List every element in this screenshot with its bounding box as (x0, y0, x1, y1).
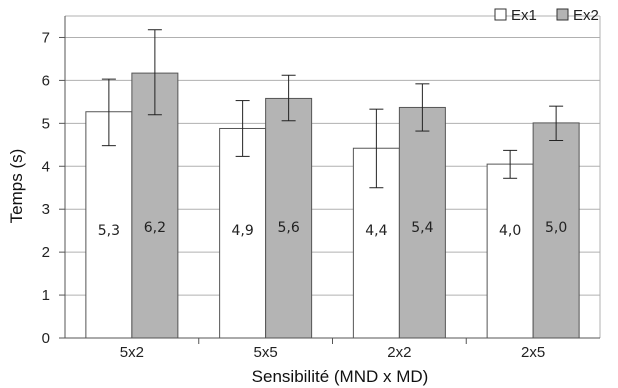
bar-value-label: 5,0 (545, 220, 567, 236)
bar-value-label: 6,2 (144, 220, 166, 236)
bar-value-label: 4,4 (365, 223, 387, 239)
bar-value-label: 4,0 (499, 223, 521, 239)
x-tick-label: 5x5 (254, 344, 278, 361)
legend: Ex1 Ex2 (494, 7, 599, 24)
y-tick-label: 2 (42, 244, 50, 261)
bar-ex1 (219, 127, 267, 339)
y-tick-label: 4 (42, 158, 50, 175)
bar-ex2 (532, 122, 580, 339)
bar-ex1 (486, 163, 534, 339)
legend-label: Ex2 (573, 7, 599, 24)
x-tick-label: 2x5 (521, 344, 545, 361)
bar-value-label: 5,4 (411, 220, 433, 236)
bar-value-label: 5,3 (98, 223, 120, 239)
bar-ex2 (398, 106, 446, 339)
y-tick-label: 6 (42, 72, 50, 89)
bar-value-label: 5,6 (277, 220, 299, 236)
legend-label: Ex1 (511, 7, 537, 24)
y-tick-label: 0 (42, 330, 50, 347)
x-tick-label: 5x2 (120, 344, 144, 361)
y-tick-label: 5 (42, 115, 50, 132)
bar-value-label: 4,9 (231, 223, 253, 239)
y-axis-title: Temps (s) (7, 149, 26, 224)
x-axis-title: Sensibilité (MND x MD) (252, 367, 429, 386)
x-tick-label: 2x2 (387, 344, 411, 361)
bars: 5,3 6,2 4,9 5,6 4,4 5,4 4,0 5,0 (85, 29, 580, 339)
axes: 0 1 2 3 4 5 6 7 5x2 5x5 2x2 2x5 (42, 16, 600, 361)
legend-swatch (556, 8, 569, 21)
y-tick-label: 1 (42, 287, 50, 304)
bar-ex2 (265, 97, 313, 339)
legend-swatch (494, 8, 507, 21)
y-tick-label: 3 (42, 201, 50, 218)
y-tick-label: 7 (42, 29, 50, 46)
